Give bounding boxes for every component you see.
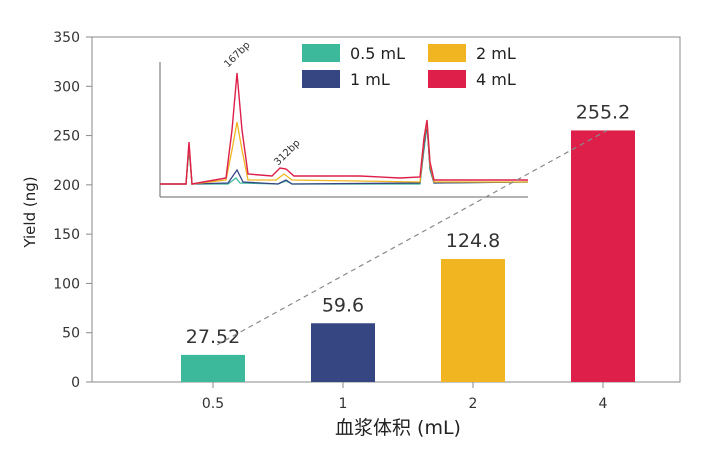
y-axis-title: Yield (ng) — [21, 176, 39, 248]
y-tick-label: 0 — [71, 375, 80, 391]
bar-2 — [441, 258, 505, 382]
y-tick-label: 300 — [53, 79, 80, 95]
inset-peak-label-312: 312bp — [272, 138, 302, 168]
inset-chromatogram: 167bp 312bp — [159, 40, 529, 198]
legend-swatch-4ml — [428, 70, 466, 88]
inset-trace-2ml — [160, 121, 528, 185]
y-tick-label: 150 — [53, 227, 80, 243]
legend-swatch-1ml — [302, 70, 340, 88]
legend-label-2ml: 2 mL — [476, 44, 516, 63]
inset-trace-1ml — [160, 123, 529, 185]
bars — [181, 130, 635, 382]
legend-swatch-2ml — [428, 44, 466, 62]
bar-1 — [311, 323, 375, 382]
bar-4 — [571, 130, 635, 382]
y-tick-label: 250 — [53, 129, 80, 145]
legend-label-0.5ml: 0.5 mL — [350, 44, 405, 63]
plot-frame — [91, 36, 681, 383]
x-axis: 0.5 1 2 4 — [202, 382, 608, 412]
y-tick-label: 50 — [62, 326, 80, 342]
x-tick-label: 1 — [339, 396, 348, 412]
inset-peak-label-167: 167bp — [222, 40, 252, 70]
x-tick-label: 0.5 — [202, 396, 224, 412]
x-tick-label: 4 — [599, 396, 608, 412]
legend-label-4ml: 4 mL — [476, 70, 516, 89]
bar-0.5 — [181, 354, 245, 382]
data-label-1: 59.6 — [322, 294, 364, 316]
legend-swatch-0.5ml — [302, 44, 340, 62]
y-tick-label: 100 — [53, 276, 80, 292]
data-label-2: 124.8 — [446, 230, 500, 252]
connector-line — [216, 129, 608, 346]
y-axis: 0 50 100 150 200 250 300 350 — [53, 30, 92, 391]
data-label-0.5: 27.52 — [186, 326, 240, 348]
y-tick-label: 200 — [53, 178, 80, 194]
legend: 0.5 mL 1 mL 2 mL 4 mL — [302, 44, 516, 89]
x-axis-title: 血浆体积 (mL) — [335, 417, 461, 439]
data-label-4: 255.2 — [576, 101, 630, 123]
legend-label-1ml: 1 mL — [350, 70, 390, 89]
inset-trace-4ml — [160, 72, 528, 185]
data-labels: 27.52 59.6 124.8 255.2 — [186, 101, 630, 347]
x-tick-label: 2 — [469, 396, 478, 412]
y-tick-label: 350 — [53, 30, 80, 46]
